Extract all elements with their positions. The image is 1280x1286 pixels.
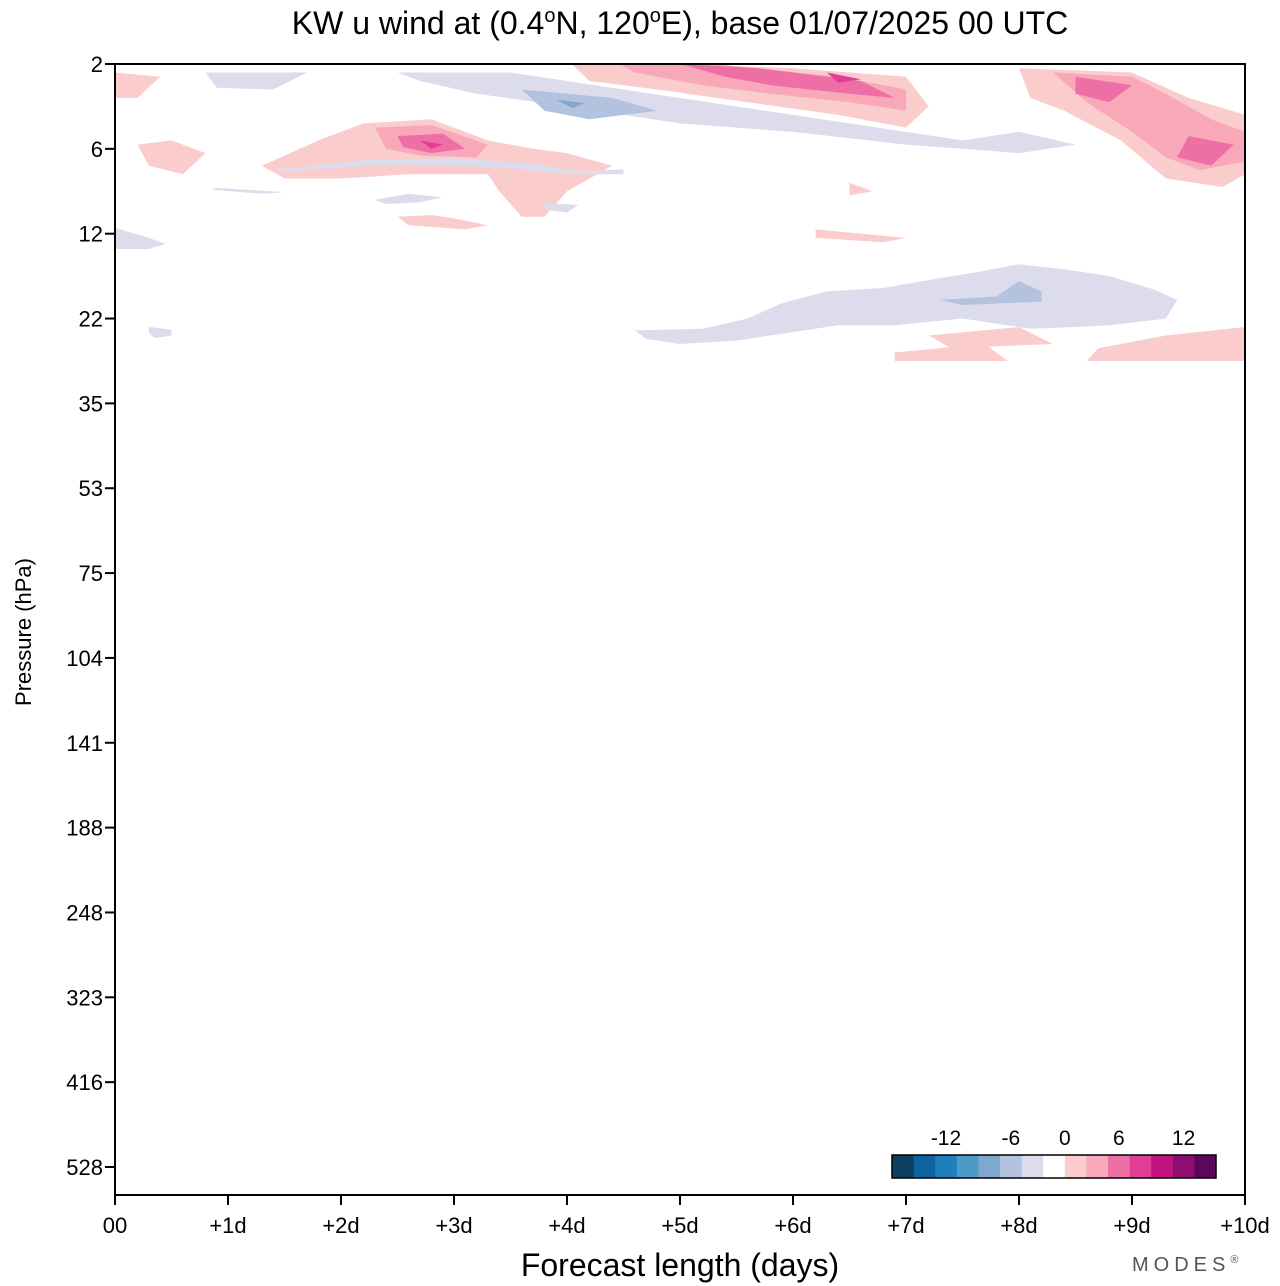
contour-region (849, 182, 873, 196)
colorbar-swatch (1194, 1155, 1217, 1178)
y-tick-label: 141 (66, 731, 103, 756)
y-tick-label: 6 (91, 137, 103, 162)
contour-region (849, 237, 906, 253)
x-tick-label: +6d (774, 1213, 811, 1238)
x-tick-label: +1d (209, 1213, 246, 1238)
contour-region (939, 281, 1042, 305)
colorbar-swatch (956, 1155, 979, 1178)
y-tick-label: 188 (66, 816, 103, 841)
plot-background (115, 64, 1245, 1195)
colorbar-swatch (1000, 1155, 1022, 1178)
colorbar-swatch (935, 1155, 958, 1178)
contour-region (1075, 76, 1132, 103)
colorbar-swatch (978, 1155, 1001, 1178)
contour-region (634, 264, 1178, 344)
contour-region (619, 64, 906, 111)
contour-region (115, 72, 161, 98)
y-tick-label: 416 (66, 1070, 103, 1095)
contour-region (826, 72, 861, 83)
x-tick-label: +5d (661, 1213, 698, 1238)
contour-region (284, 259, 432, 272)
y-tick-label: 2 (91, 52, 103, 77)
colorbar-swatch (913, 1155, 936, 1178)
contour-region (115, 221, 262, 261)
modes-logo: MODES® (1132, 1254, 1243, 1276)
x-tick-label: +8d (1000, 1213, 1037, 1238)
contour-region (1086, 327, 1245, 361)
y-tick-label: 12 (79, 222, 103, 247)
y-tick-label: 75 (79, 561, 103, 586)
y-tick-label: 35 (79, 391, 103, 416)
contour-region (261, 119, 613, 217)
contour-region (1177, 136, 1234, 166)
colorbar-label: -6 (1001, 1127, 1020, 1150)
x-tick-label: +9d (1113, 1213, 1150, 1238)
y-tick-label: 53 (79, 476, 103, 501)
colorbar-swatch (1043, 1155, 1066, 1178)
contour-fills (115, 64, 1245, 361)
contour-region (521, 89, 658, 120)
contour-region (420, 140, 443, 149)
colorbar-label: 6 (1113, 1127, 1125, 1150)
contour-region (137, 140, 206, 175)
contour-region (148, 327, 172, 339)
colorbar-swatch (1021, 1155, 1044, 1178)
contour-region (815, 229, 906, 243)
x-tick-label: 00 (103, 1213, 127, 1238)
contour-region (680, 64, 895, 98)
contour-region (544, 203, 579, 213)
colorbar-label: 0 (1059, 1127, 1071, 1150)
colorbar-frame (891, 1154, 1217, 1179)
colorbar-swatch (1151, 1155, 1174, 1178)
chart-title: KW u wind at (0.4oN, 120oE), base 01/07/… (292, 5, 1068, 41)
contour-region (397, 72, 1076, 154)
contour-region (115, 228, 1245, 351)
x-tick-label: +4d (548, 1213, 585, 1238)
contour-region (374, 193, 443, 204)
colorbar-swatch (1172, 1155, 1195, 1178)
y-axis: 2 6 12 22 35 53 75 104 141 188 248 323 416 528 (66, 52, 115, 1180)
y-tick-label: 528 (66, 1155, 103, 1180)
y-tick-label: 323 (66, 985, 103, 1010)
colorbar: -12 -6 0 6 12 (891, 1127, 1217, 1179)
contour-region (273, 158, 624, 175)
plot-area (114, 63, 1246, 1196)
colorbar-swatch (1129, 1155, 1152, 1178)
x-tick-label: +10d (1220, 1213, 1270, 1238)
colorbar-label: 12 (1172, 1127, 1195, 1150)
colorbar-swatch (892, 1155, 914, 1178)
contour-region (115, 227, 166, 249)
y-tick-label: 248 (66, 900, 103, 925)
colorbar-swatch (1086, 1155, 1109, 1178)
y-tick-label: 22 (79, 307, 103, 332)
colorbar-swatch (1064, 1155, 1087, 1178)
x-axis-label: Forecast length (days) (521, 1247, 839, 1283)
colorbar-label: -12 (931, 1127, 961, 1150)
contour-region (397, 215, 488, 230)
contour-region (211, 187, 285, 194)
contour-region (555, 99, 584, 109)
contour-region (928, 327, 1053, 349)
x-tick-label: +3d (435, 1213, 472, 1238)
colorbar-swatch (1108, 1155, 1130, 1178)
x-tick-label: +2d (322, 1213, 359, 1238)
x-axis: 00 +1d +2d +3d +4d +5d +6d +7d +8d +9d +10d (103, 1195, 1270, 1238)
x-tick-label: +7d (887, 1213, 924, 1238)
y-axis-label: Pressure (hPa) (11, 558, 36, 706)
contour-region (894, 344, 1008, 361)
y-tick-label: 104 (66, 646, 103, 671)
contour-region (205, 72, 308, 90)
